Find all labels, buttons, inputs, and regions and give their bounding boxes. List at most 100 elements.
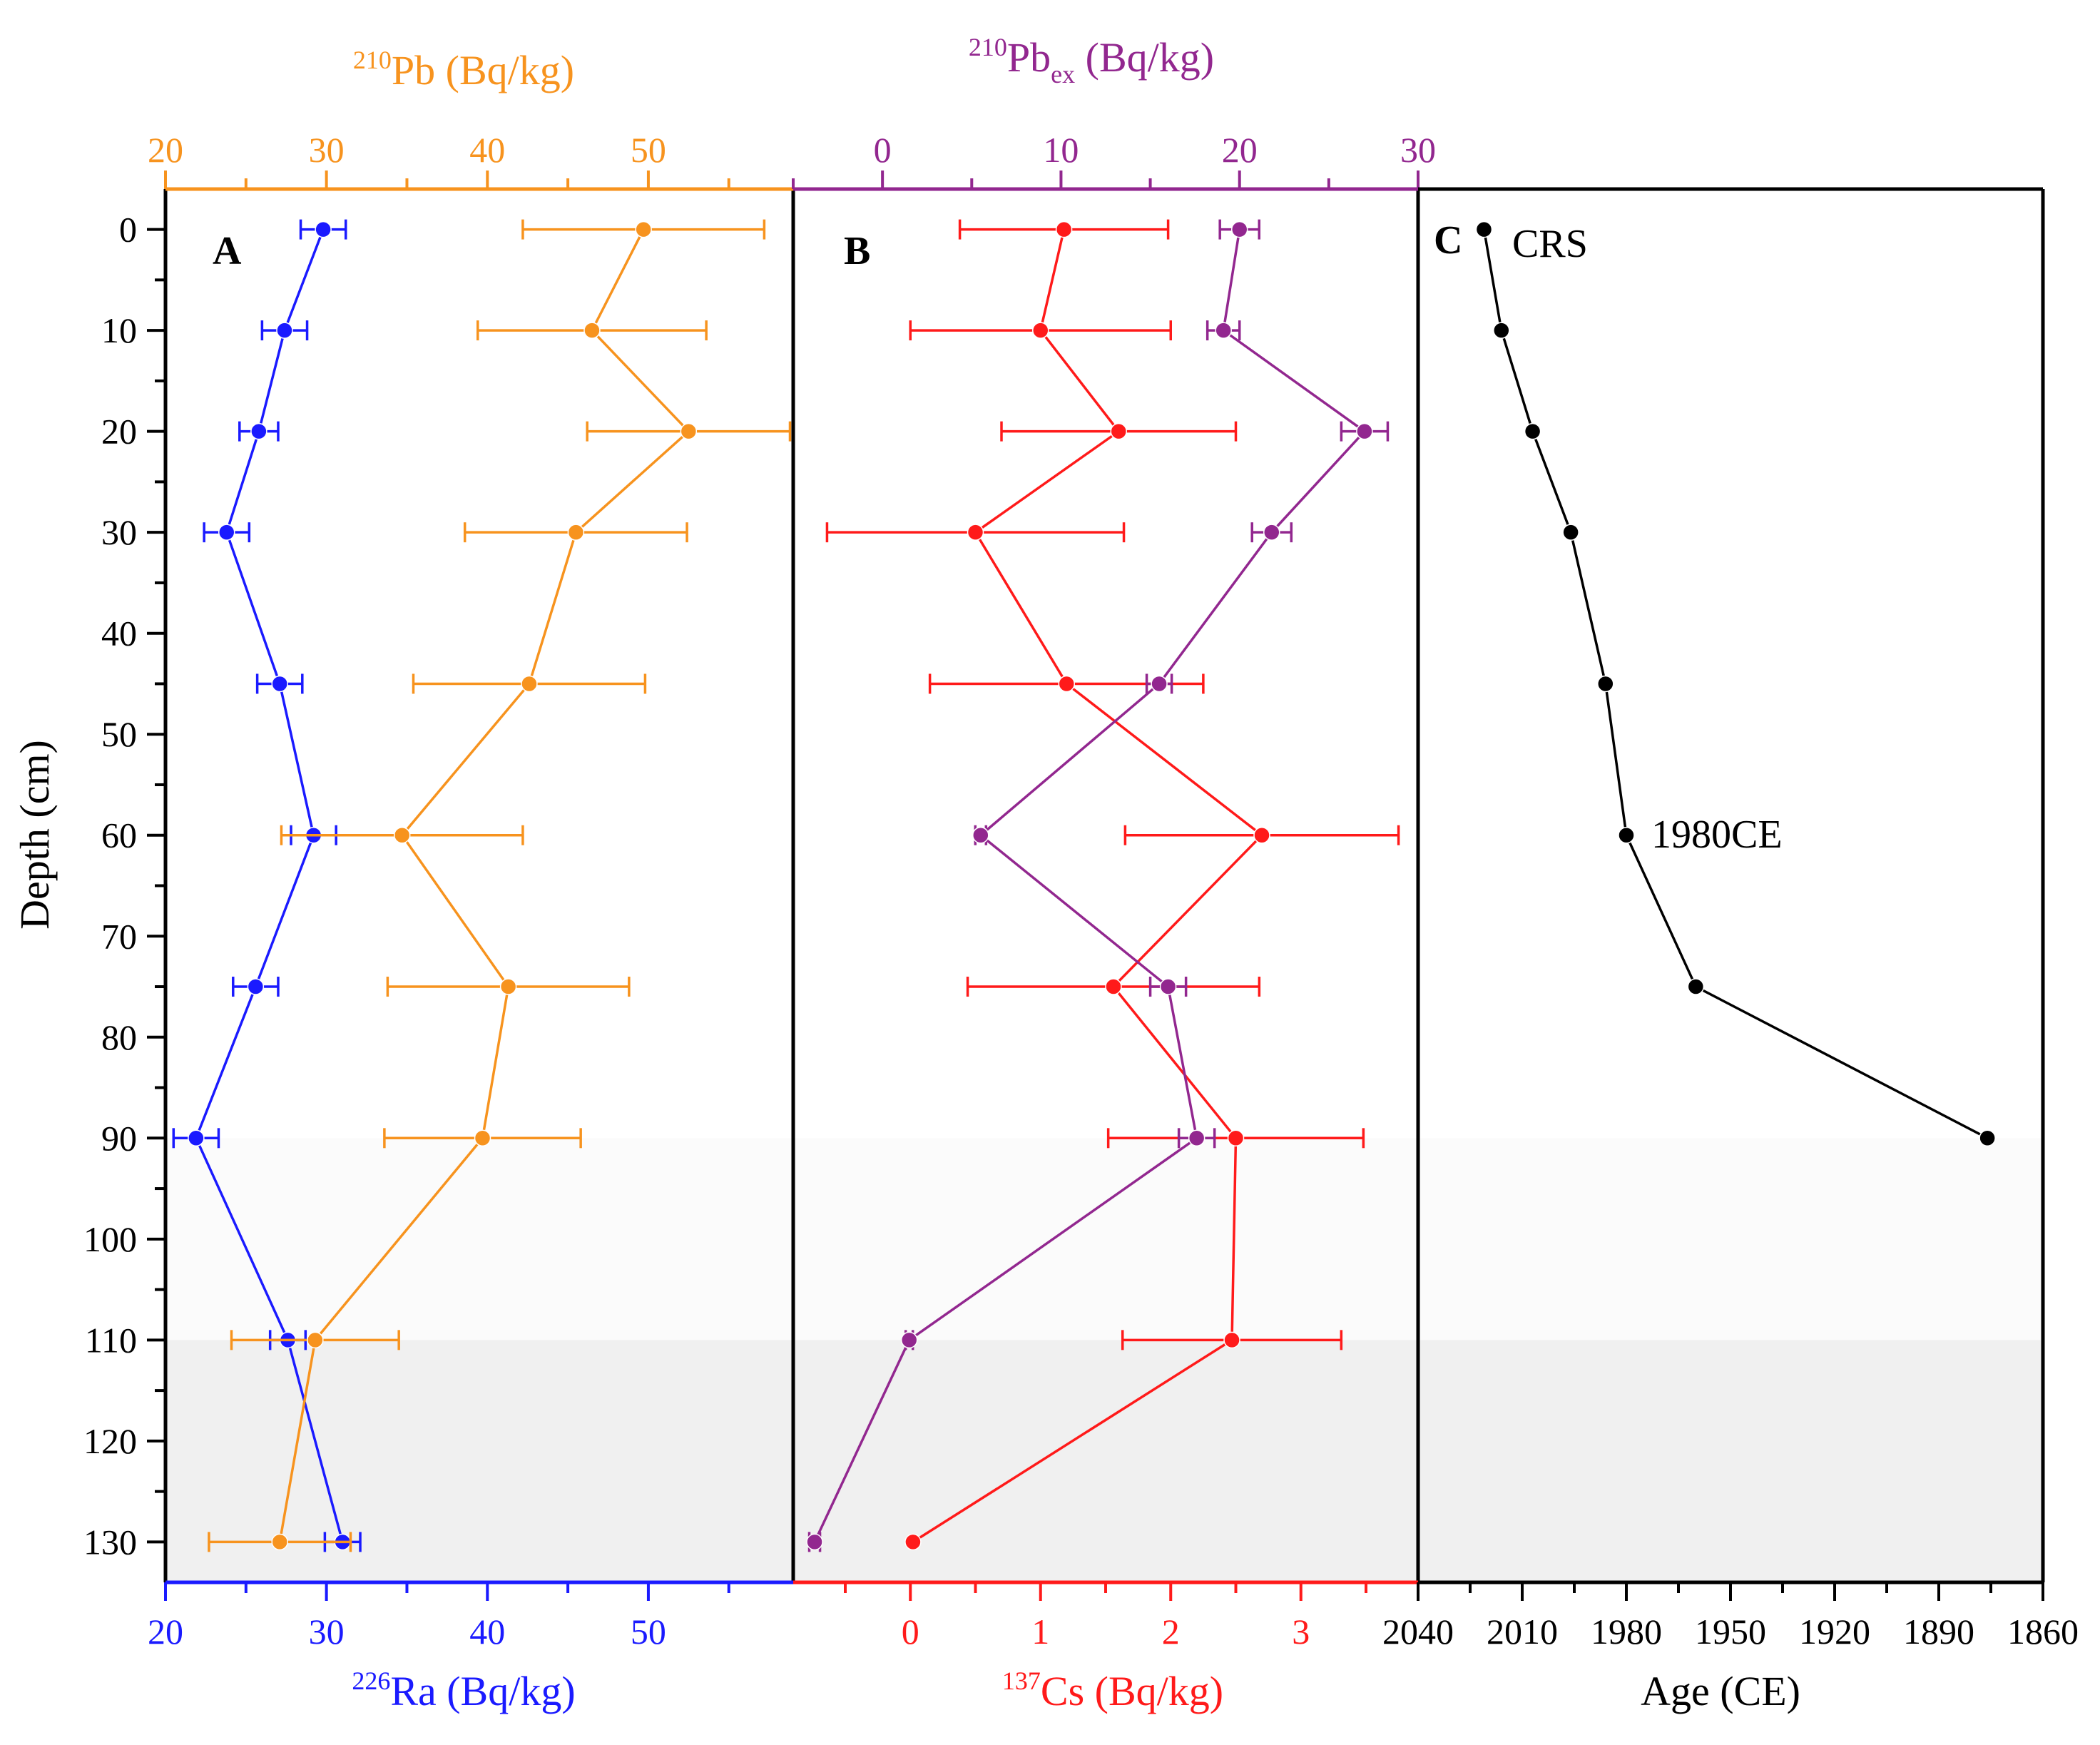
data-point-210Pbex bbox=[1263, 524, 1280, 541]
data-point-137Cs bbox=[1227, 1129, 1245, 1147]
age-axis-title: Age (CE) bbox=[1641, 1668, 1800, 1714]
depth-tick-label: 30 bbox=[101, 512, 137, 552]
data-point-210Pb bbox=[583, 322, 601, 339]
pbex-axis-title: 210Pbex (Bq/kg) bbox=[969, 33, 1214, 88]
data-point-210Pbex bbox=[900, 1331, 918, 1349]
data-point-137Cs bbox=[1032, 322, 1049, 339]
data-point-210Pb bbox=[680, 422, 698, 440]
panel-label-b: B bbox=[844, 229, 870, 273]
ce1980-annotation: 1980CE bbox=[1651, 813, 1783, 857]
data-point-210Pbex bbox=[1151, 675, 1168, 693]
pbex-axis-tick-label: 30 bbox=[1400, 130, 1436, 170]
shaded-band-2 bbox=[165, 1340, 2043, 1582]
depth-tick-label: 0 bbox=[119, 210, 137, 250]
data-point-226Ra bbox=[271, 675, 288, 693]
pbex-axis-title-main: Pb bbox=[1007, 34, 1051, 81]
depth-tick-label: 90 bbox=[101, 1118, 137, 1158]
shaded-band-1 bbox=[165, 1138, 2043, 1340]
cs137-axis-title-main: Cs (Bq/kg) bbox=[1041, 1668, 1223, 1714]
data-point-CRS bbox=[1618, 826, 1635, 844]
data-point-CRS bbox=[1597, 675, 1614, 693]
ra226-axis-tick-label: 30 bbox=[309, 1612, 345, 1652]
pb210-axis-title-sup: 210 bbox=[353, 46, 392, 74]
data-point-CRS bbox=[1524, 422, 1541, 440]
data-point-210Pbex bbox=[1230, 220, 1248, 238]
pb210-axis-tick-label: 50 bbox=[631, 130, 666, 170]
age-axis-tick-label: 1980 bbox=[1591, 1612, 1662, 1652]
age-axis-tick-label: 1890 bbox=[1903, 1612, 1974, 1652]
depth-tick-label: 130 bbox=[83, 1522, 137, 1562]
series-210Pbex bbox=[806, 219, 1390, 1552]
ra226-axis-tick-label: 20 bbox=[148, 1612, 183, 1652]
depth-tick-label: 50 bbox=[101, 714, 137, 754]
depth-tick-label: 60 bbox=[101, 815, 137, 855]
panel-label-c: C bbox=[1434, 218, 1462, 263]
data-point-CRS bbox=[1475, 220, 1493, 238]
depth-tick-label: 70 bbox=[101, 916, 137, 956]
data-point-137Cs bbox=[904, 1533, 922, 1551]
depth-tick-label: 80 bbox=[101, 1017, 137, 1057]
series-210Pb bbox=[208, 219, 792, 1552]
series-226Ra bbox=[172, 219, 362, 1552]
panel-label-a: A bbox=[213, 229, 242, 273]
age-axis-tick-label: 1860 bbox=[2007, 1612, 2079, 1652]
series-line-210Pb bbox=[278, 228, 690, 1542]
data-point-210Pbex bbox=[1159, 978, 1177, 995]
data-point-210Pb bbox=[393, 826, 411, 844]
series-CRS bbox=[1475, 220, 1996, 1147]
data-point-210Pbex bbox=[1356, 422, 1373, 440]
ra226-axis-title: 226Ra (Bq/kg) bbox=[352, 1667, 575, 1714]
data-point-210Pb bbox=[499, 978, 517, 995]
pbex-axis-tick-label: 0 bbox=[874, 130, 892, 170]
data-point-226Ra bbox=[276, 322, 293, 339]
data-point-226Ra bbox=[315, 220, 332, 238]
pb210-axis-tick-label: 30 bbox=[309, 130, 345, 170]
age-axis-tick-label: 1950 bbox=[1695, 1612, 1766, 1652]
pb210-axis-tick-label: 20 bbox=[148, 130, 183, 170]
data-point-210Pbex bbox=[806, 1533, 823, 1551]
depth-tick-label: 120 bbox=[83, 1421, 137, 1461]
pb210-axis-title: 210Pb (Bq/kg) bbox=[353, 46, 574, 93]
series-line-226Ra bbox=[194, 228, 344, 1542]
pbex-axis-tick-label: 10 bbox=[1043, 130, 1079, 170]
depth-tick-label: 110 bbox=[85, 1320, 137, 1360]
data-point-137Cs bbox=[967, 524, 984, 541]
data-point-CRS bbox=[1979, 1129, 1996, 1147]
depth-tick-label: 20 bbox=[101, 412, 137, 452]
data-point-210Pb bbox=[474, 1129, 491, 1147]
series-line-CRS bbox=[1482, 229, 1988, 1139]
data-point-210Pbex bbox=[1188, 1129, 1206, 1147]
data-point-210Pb bbox=[271, 1533, 288, 1551]
ra226-axis-title-sup: 226 bbox=[352, 1667, 390, 1695]
data-point-CRS bbox=[1493, 322, 1510, 339]
age-axis-tick-label: 2010 bbox=[1487, 1612, 1558, 1652]
data-point-137Cs bbox=[1110, 422, 1127, 440]
data-point-210Pb bbox=[635, 220, 652, 238]
pbex-axis-tick-label: 20 bbox=[1222, 130, 1258, 170]
cs137-axis-tick-label: 0 bbox=[902, 1612, 919, 1652]
ra226-axis-title-main: Ra (Bq/kg) bbox=[390, 1668, 575, 1714]
data-point-CRS bbox=[1562, 524, 1579, 541]
age-axis-tick-label: 2040 bbox=[1382, 1612, 1454, 1652]
data-point-210Pbex bbox=[1215, 322, 1232, 339]
data-point-CRS bbox=[1687, 978, 1705, 995]
pb210-axis-tick-label: 40 bbox=[469, 130, 505, 170]
cs137-axis-title-sup: 137 bbox=[1002, 1667, 1041, 1695]
data-point-137Cs bbox=[1223, 1331, 1240, 1349]
data-point-210Pbex bbox=[972, 826, 989, 844]
data-point-226Ra bbox=[250, 422, 267, 440]
age-axis-tick-label: 1920 bbox=[1799, 1612, 1870, 1652]
series-line-210Pbex bbox=[813, 229, 1367, 1543]
crs-annotation: CRS bbox=[1512, 222, 1588, 266]
pbex-axis-title-sub: ex bbox=[1051, 60, 1075, 88]
data-point-137Cs bbox=[1058, 675, 1075, 693]
data-point-210Pb bbox=[567, 524, 585, 541]
data-point-226Ra bbox=[218, 524, 235, 541]
cs137-axis-tick-label: 2 bbox=[1162, 1612, 1180, 1652]
cs137-axis-title: 137Cs (Bq/kg) bbox=[1002, 1667, 1223, 1714]
cs137-axis-tick-label: 3 bbox=[1292, 1612, 1310, 1652]
data-point-137Cs bbox=[1055, 220, 1073, 238]
series-layer bbox=[172, 219, 1996, 1552]
